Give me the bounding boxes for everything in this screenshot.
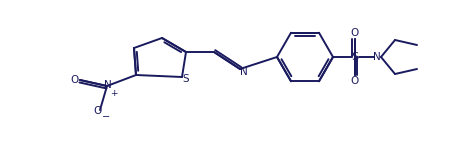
Text: S: S bbox=[351, 52, 358, 62]
Text: O: O bbox=[71, 75, 79, 85]
Text: O: O bbox=[350, 76, 358, 86]
Text: N: N bbox=[240, 67, 247, 77]
Text: −: − bbox=[102, 112, 110, 122]
Text: +: + bbox=[110, 89, 118, 98]
Text: N: N bbox=[104, 80, 112, 90]
Text: O: O bbox=[94, 106, 102, 116]
Text: O: O bbox=[350, 28, 358, 38]
Text: S: S bbox=[182, 74, 189, 84]
Text: N: N bbox=[372, 52, 380, 62]
